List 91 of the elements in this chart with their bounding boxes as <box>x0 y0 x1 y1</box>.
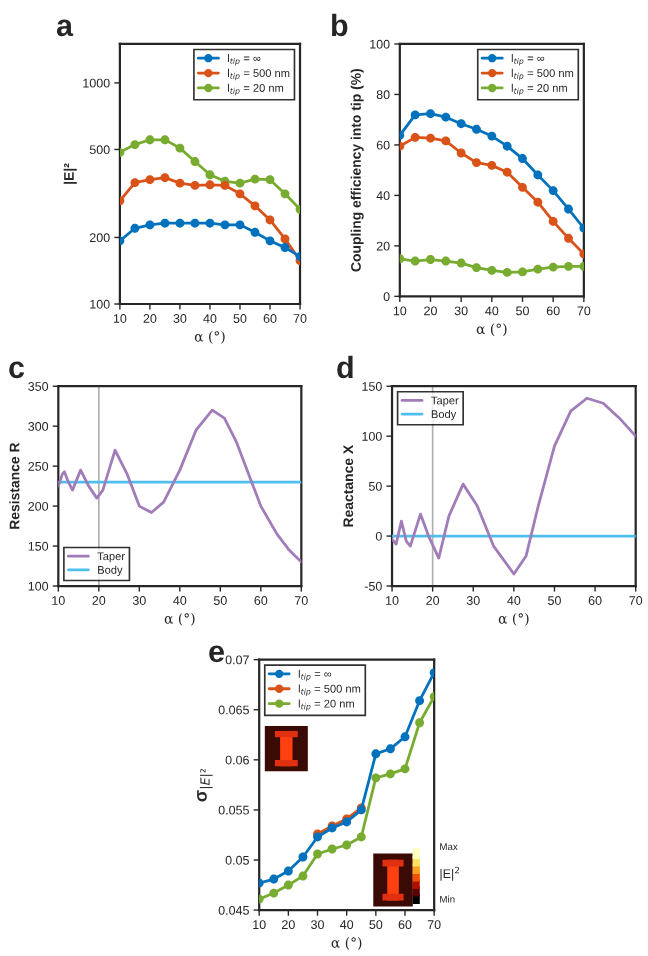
point <box>145 135 155 145</box>
point <box>265 236 275 246</box>
point <box>298 871 308 881</box>
point <box>190 180 200 190</box>
point <box>533 264 543 274</box>
point <box>371 749 381 759</box>
point <box>175 218 185 228</box>
point <box>564 204 573 214</box>
point <box>265 215 275 225</box>
y-axis-title: σ$_{|E|²}$ <box>197 768 213 802</box>
point <box>564 261 573 271</box>
point <box>487 160 497 170</box>
point <box>518 154 527 163</box>
point <box>235 189 245 199</box>
point <box>400 732 410 742</box>
point <box>441 112 451 122</box>
point <box>564 233 573 243</box>
point <box>548 262 558 272</box>
point <box>426 109 435 119</box>
point <box>130 178 140 188</box>
point <box>250 227 260 237</box>
point <box>175 143 185 153</box>
point <box>313 849 322 859</box>
point <box>235 178 245 188</box>
point <box>548 186 558 196</box>
point <box>487 131 497 141</box>
point <box>410 132 420 142</box>
chart-title: d <box>337 355 353 379</box>
point <box>400 764 410 774</box>
chart-title: a <box>56 19 74 37</box>
point <box>472 263 481 273</box>
line-series <box>392 396 636 576</box>
point <box>160 135 170 145</box>
point <box>130 223 140 233</box>
point <box>502 267 512 277</box>
point <box>205 170 215 180</box>
point <box>160 173 170 183</box>
point <box>410 256 420 266</box>
point <box>205 218 215 228</box>
point <box>533 170 543 180</box>
point <box>441 136 451 146</box>
point <box>190 218 200 228</box>
point <box>441 256 451 266</box>
point <box>426 133 435 143</box>
point <box>145 175 155 185</box>
point <box>298 852 308 862</box>
point <box>160 218 170 228</box>
point <box>518 182 527 192</box>
point <box>533 197 543 207</box>
point <box>518 267 527 277</box>
point <box>502 167 512 177</box>
point <box>385 769 395 779</box>
line-series <box>399 254 584 277</box>
point <box>235 220 245 230</box>
point <box>250 201 260 211</box>
point <box>456 258 466 268</box>
point <box>250 174 260 184</box>
chart-title: c <box>9 361 25 379</box>
line-series <box>58 408 302 564</box>
point <box>145 220 155 230</box>
point <box>410 110 420 120</box>
point <box>385 744 395 754</box>
point <box>327 844 337 854</box>
point <box>280 243 290 253</box>
point <box>269 888 279 898</box>
point <box>548 216 558 226</box>
point <box>190 157 200 166</box>
point <box>175 178 185 188</box>
point <box>130 140 140 150</box>
point <box>280 189 290 199</box>
point <box>342 840 352 850</box>
point <box>502 141 512 151</box>
point <box>472 124 481 134</box>
point <box>283 880 293 890</box>
point <box>426 255 435 264</box>
point <box>456 148 466 158</box>
point <box>472 158 481 168</box>
point <box>356 832 366 842</box>
point <box>280 234 290 244</box>
point <box>415 718 425 728</box>
point <box>487 265 497 275</box>
point <box>456 119 466 129</box>
point <box>269 874 279 884</box>
point <box>220 220 230 230</box>
point <box>415 696 425 706</box>
point <box>371 773 381 783</box>
point <box>283 866 293 876</box>
point <box>205 180 215 190</box>
chart-title: b <box>332 13 348 37</box>
point <box>265 175 275 185</box>
chart-title: e <box>209 645 224 663</box>
